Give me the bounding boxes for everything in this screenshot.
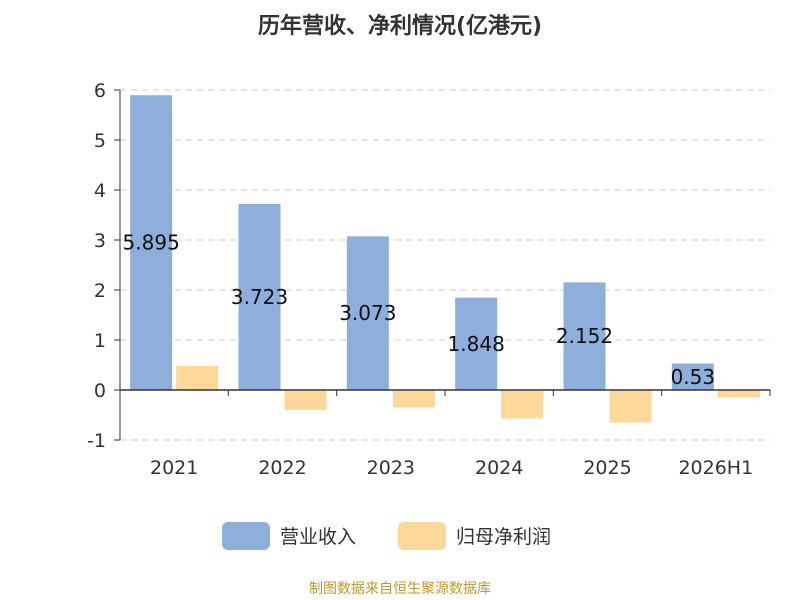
x-tick-label: 2022	[258, 457, 306, 479]
data-label-revenue-2025: 2.152	[556, 324, 613, 348]
legend-swatch-net-profit	[398, 522, 446, 550]
data-label-revenue-2024: 1.848	[448, 332, 505, 356]
legend-swatch-revenue	[222, 522, 270, 550]
bar-net-profit-2026H1	[717, 390, 760, 398]
bars	[130, 95, 760, 423]
data-label-revenue-2022: 3.723	[231, 285, 288, 309]
bar-revenue-2022	[238, 203, 281, 390]
legend-label-net-profit: 归母净利润	[456, 526, 551, 548]
x-tick-label: 2026H1	[678, 457, 753, 479]
bar-revenue-2023	[346, 236, 389, 390]
y-tick-label: -1	[87, 430, 106, 452]
bar-revenue-2026H1	[671, 363, 714, 390]
data-labels: 5.895 3.723 3.073 1.848 2.152 0.53	[123, 231, 716, 389]
x-tick-label: 2024	[475, 457, 523, 479]
bar-revenue-2024	[455, 297, 498, 390]
y-tick-label: 1	[94, 330, 106, 352]
data-label-revenue-2021: 5.895	[123, 231, 180, 255]
y-tick-label: 6	[94, 80, 106, 102]
source-note: 制图数据来自恒生聚源数据库	[309, 581, 491, 597]
data-label-revenue-2026H1: 0.53	[671, 365, 716, 389]
chart-title: 历年营收、净利情况(亿港元)	[257, 14, 543, 39]
bar-net-profit-2023	[392, 390, 435, 408]
bar-net-profit-2024	[501, 390, 544, 419]
x-tick-label: 2021	[150, 457, 198, 479]
y-tick-label: 4	[94, 180, 106, 202]
y-tick-label: 5	[94, 130, 106, 152]
y-axis: -1 0 1 2 3 4 5 6	[87, 80, 121, 452]
y-tick-label: 0	[94, 380, 106, 402]
bar-net-profit-2025	[609, 390, 652, 423]
bar-revenue-2025	[563, 282, 606, 390]
x-tick-label: 2023	[367, 457, 415, 479]
bar-net-profit-2022	[284, 390, 327, 410]
bar-revenue-2021	[130, 95, 173, 390]
grid-lines	[120, 89, 770, 441]
data-label-revenue-2023: 3.073	[339, 301, 396, 325]
bar-net-profit-2021	[176, 366, 219, 390]
x-axis: 2021 2022 2023 2024 2025 2026H1	[119, 389, 771, 479]
legend-label-revenue: 营业收入	[280, 526, 356, 548]
x-tick-label: 2025	[583, 457, 631, 479]
y-tick-label: 2	[94, 280, 106, 302]
y-tick-label: 3	[94, 230, 106, 252]
legend: 营业收入 归母净利润	[222, 522, 551, 550]
